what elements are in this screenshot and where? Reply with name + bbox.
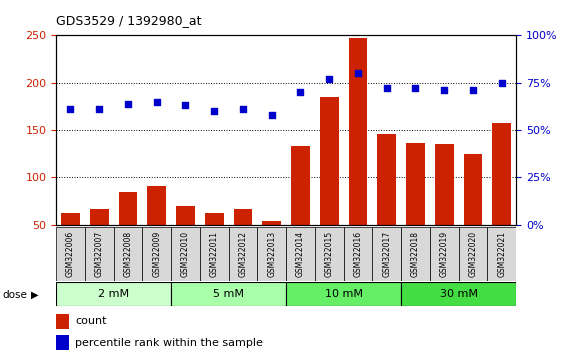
Bar: [430, 227, 459, 281]
Bar: [61, 213, 80, 225]
Bar: [320, 97, 339, 225]
Bar: [458, 227, 488, 281]
Bar: [56, 314, 69, 329]
Text: GSM322014: GSM322014: [296, 231, 305, 277]
Bar: [286, 227, 315, 281]
Text: GSM322012: GSM322012: [238, 231, 247, 277]
Text: GSM322006: GSM322006: [66, 231, 75, 277]
Text: percentile rank within the sample: percentile rank within the sample: [75, 337, 263, 348]
Point: [210, 108, 219, 114]
Text: GDS3529 / 1392980_at: GDS3529 / 1392980_at: [56, 14, 201, 27]
Text: dose: dose: [3, 290, 27, 299]
Bar: [463, 154, 482, 225]
Point: [152, 99, 161, 104]
Bar: [488, 227, 516, 281]
Point: [325, 76, 334, 82]
Text: 5 mM: 5 mM: [213, 289, 244, 299]
Text: ▶: ▶: [31, 290, 39, 299]
Bar: [286, 282, 401, 306]
Text: GSM322009: GSM322009: [152, 231, 161, 277]
Point: [181, 103, 190, 108]
Text: GSM322017: GSM322017: [382, 231, 391, 277]
Point: [95, 107, 104, 112]
Bar: [90, 209, 109, 225]
Bar: [291, 146, 310, 225]
Bar: [56, 335, 69, 350]
Text: GSM322011: GSM322011: [210, 231, 219, 277]
Bar: [257, 227, 286, 281]
Text: 10 mM: 10 mM: [325, 289, 362, 299]
Text: GSM322016: GSM322016: [353, 231, 362, 277]
Text: GSM322007: GSM322007: [95, 231, 104, 277]
Point: [296, 89, 305, 95]
Bar: [493, 122, 511, 225]
Bar: [343, 227, 373, 281]
Bar: [233, 209, 252, 225]
Bar: [229, 227, 257, 281]
Bar: [401, 227, 430, 281]
Bar: [176, 206, 195, 225]
Bar: [373, 227, 401, 281]
Text: GSM322019: GSM322019: [440, 231, 449, 277]
Text: GSM322021: GSM322021: [497, 231, 506, 277]
Bar: [406, 143, 425, 225]
Point: [66, 107, 75, 112]
Point: [267, 112, 276, 118]
Text: GSM322020: GSM322020: [468, 231, 477, 277]
Point: [497, 80, 506, 86]
Bar: [85, 227, 113, 281]
Text: GSM322008: GSM322008: [123, 231, 132, 277]
Bar: [171, 227, 200, 281]
Bar: [263, 221, 281, 225]
Bar: [200, 227, 229, 281]
Bar: [56, 282, 171, 306]
Point: [411, 86, 420, 91]
Point: [440, 87, 449, 93]
Bar: [401, 282, 516, 306]
Point: [123, 101, 132, 107]
Bar: [142, 227, 171, 281]
Bar: [148, 186, 166, 225]
Text: 30 mM: 30 mM: [440, 289, 477, 299]
Bar: [171, 282, 286, 306]
Text: count: count: [75, 316, 107, 326]
Text: GSM322013: GSM322013: [267, 231, 276, 277]
Bar: [348, 38, 367, 225]
Bar: [378, 134, 396, 225]
Text: GSM322010: GSM322010: [181, 231, 190, 277]
Bar: [118, 192, 137, 225]
Bar: [113, 227, 142, 281]
Text: GSM322018: GSM322018: [411, 231, 420, 277]
Bar: [205, 213, 224, 225]
Point: [353, 70, 362, 76]
Point: [238, 107, 247, 112]
Bar: [56, 227, 85, 281]
Point: [468, 87, 477, 93]
Text: GSM322015: GSM322015: [325, 231, 334, 277]
Bar: [435, 144, 454, 225]
Bar: [315, 227, 343, 281]
Text: 2 mM: 2 mM: [98, 289, 129, 299]
Point: [382, 86, 391, 91]
